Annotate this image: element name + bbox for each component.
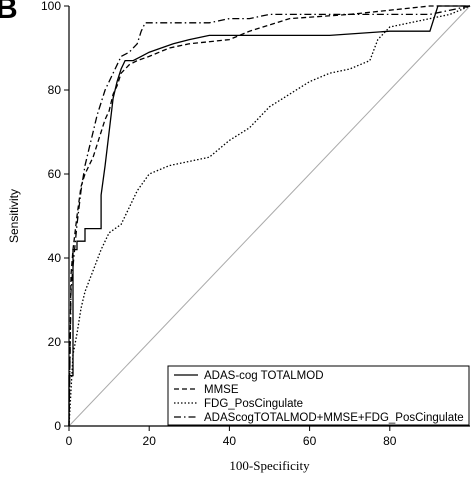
legend-label-3: FDG_PosCingulate — [204, 398, 303, 410]
x-tick-label: 20 — [143, 434, 157, 448]
panel-label: B — [0, 0, 18, 25]
y-tick-label: 40 — [48, 251, 62, 265]
legend-label-4: ADAScogTOTALMOD+MMSE+FDG_PosCingulate — [204, 412, 464, 424]
y-tick-label: 0 — [54, 419, 61, 433]
reference-diagonal-line — [68, 5, 471, 427]
x-tick-label: 0 — [66, 434, 73, 448]
legend-label-2: MMSE — [204, 384, 239, 396]
x-axis-label: 100-Specificity — [229, 458, 310, 473]
y-tick-label: 60 — [48, 167, 62, 181]
y-tick-label: 20 — [48, 335, 62, 349]
x-tick-label: 80 — [383, 434, 397, 448]
series-line-4 — [68, 5, 471, 427]
series-line-1 — [68, 5, 470, 426]
y-axis-label: Sensitivity — [7, 189, 21, 243]
legend-label-1: ADAS-cog TOTALMOD — [204, 370, 324, 382]
x-tick-label: 60 — [303, 434, 317, 448]
series-line-3 — [68, 5, 471, 427]
y-tick-label: 80 — [48, 83, 62, 97]
legend-box — [167, 365, 470, 426]
y-tick-label: 100 — [41, 0, 61, 13]
x-tick-label: 40 — [223, 434, 237, 448]
